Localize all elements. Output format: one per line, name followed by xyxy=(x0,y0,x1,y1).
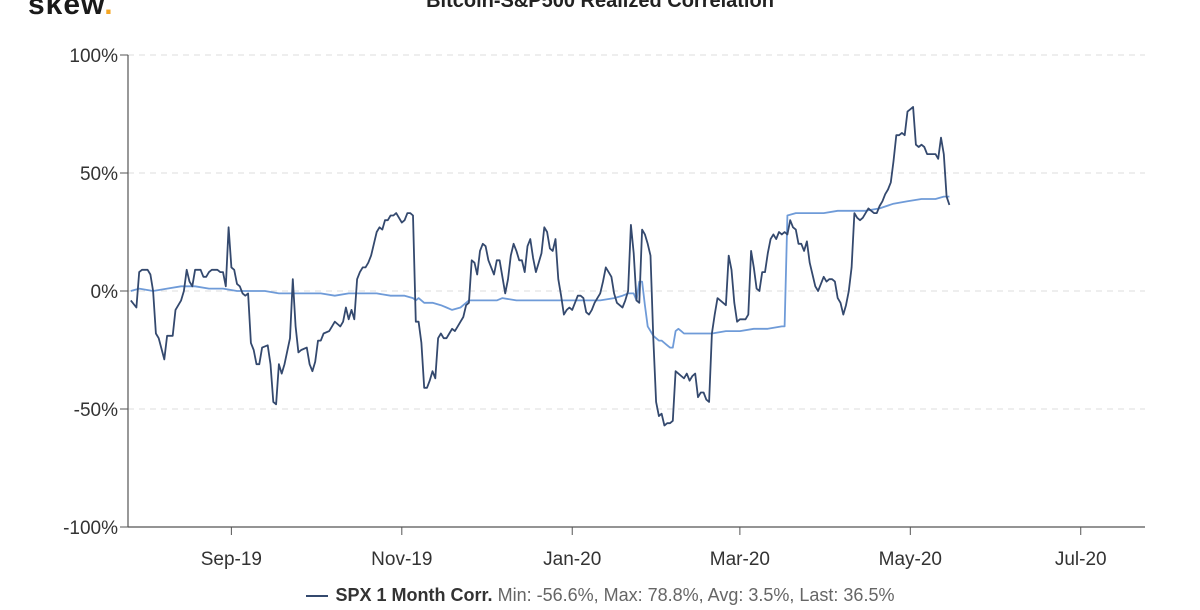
series-lines xyxy=(130,106,951,427)
legend[interactable]: SPX 1 Month Corr. Min: -56.6%, Max: 78.8… xyxy=(0,585,1200,606)
legend-swatch xyxy=(305,595,328,598)
x-tick-label: Jul-20 xyxy=(1055,549,1107,570)
legend-series-stats: Min: -56.6%, Max: 78.8%, Avg: 3.5%, Last… xyxy=(497,585,895,605)
x-tick-label: Mar-20 xyxy=(710,549,770,570)
skew-logo: skew. xyxy=(28,0,114,21)
x-tick-label: Jan-20 xyxy=(543,549,601,570)
y-tick-label: 0% xyxy=(91,282,119,303)
x-axis: Sep-19 Nov-19 Jan-20 Mar-20 May-20 Jul-20 xyxy=(201,527,1107,570)
series-line xyxy=(130,106,951,427)
x-tick-label: Sep-19 xyxy=(201,549,262,570)
y-tick-label: -100% xyxy=(63,518,118,539)
y-tick-label: -50% xyxy=(74,400,118,421)
y-tick-label: 50% xyxy=(80,164,118,185)
legend-series-name: SPX 1 Month Corr. xyxy=(335,585,493,605)
series-line xyxy=(130,195,950,349)
y-tick-label: 100% xyxy=(69,46,118,67)
y-axis: 100% 50% 0% -50% -100% xyxy=(63,46,128,539)
x-tick-label: Nov-19 xyxy=(371,549,432,570)
x-tick-label: May-20 xyxy=(879,549,942,570)
grid xyxy=(128,54,1145,410)
chart-title: Bitcoin-S&P500 Realized Correlation xyxy=(426,0,774,12)
